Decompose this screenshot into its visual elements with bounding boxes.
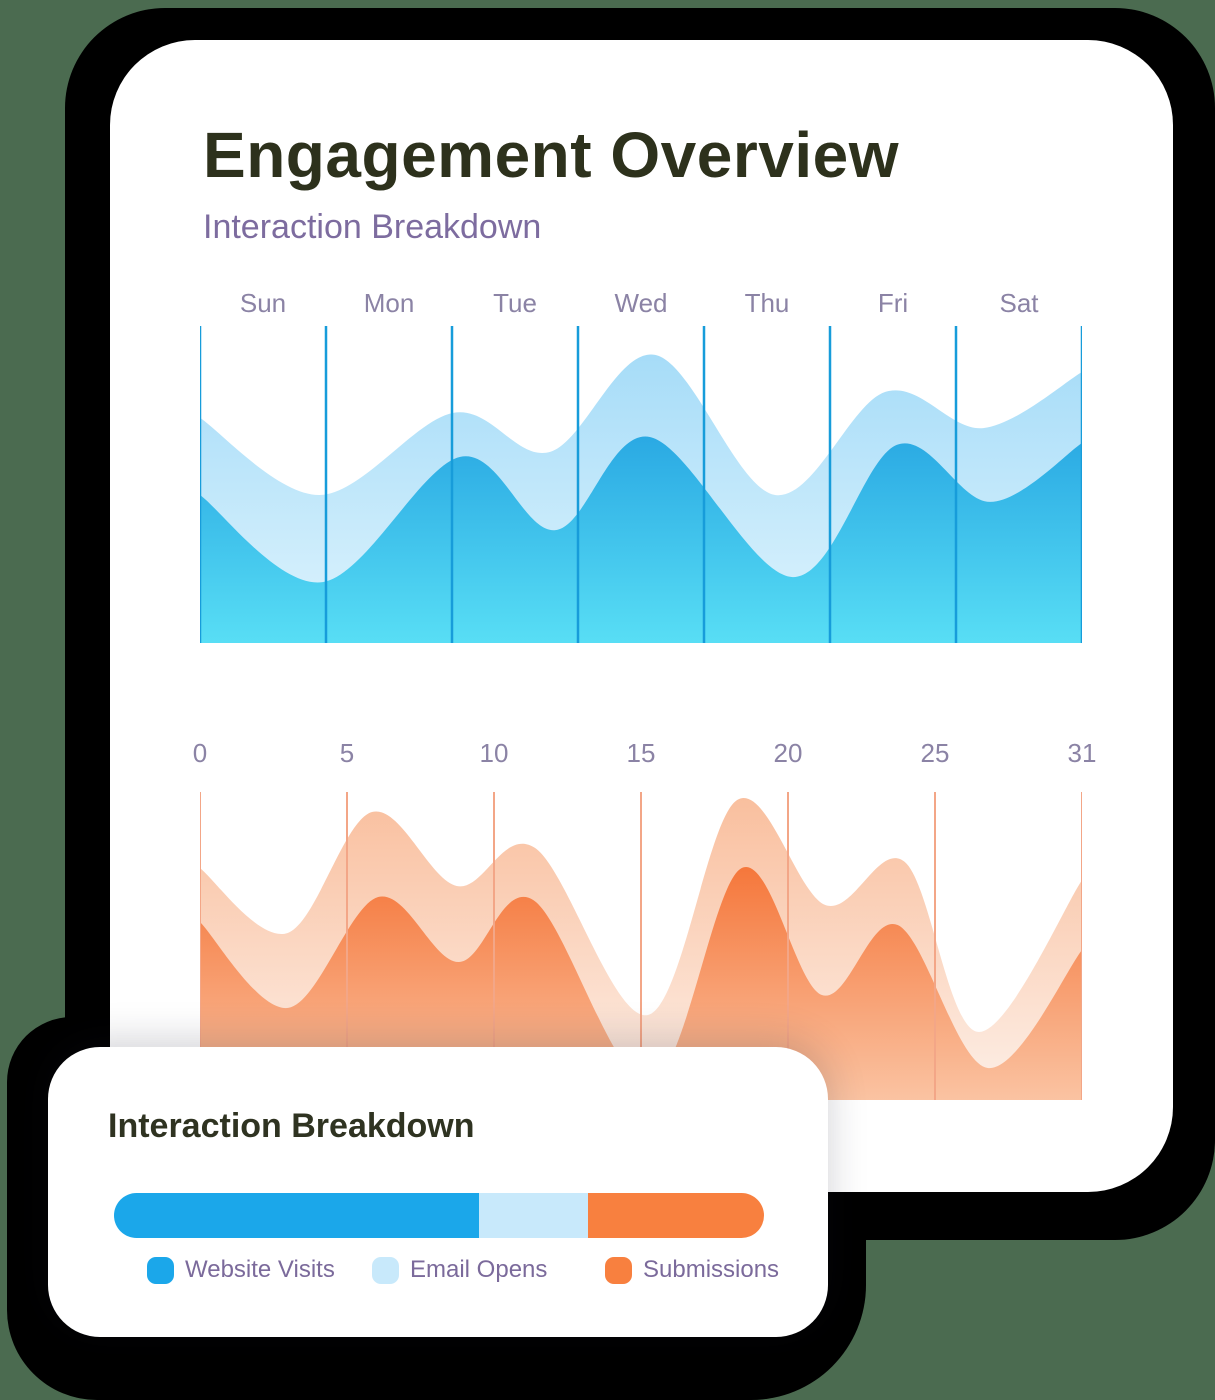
bar-segment-website-visits <box>114 1193 480 1238</box>
area-series-dark <box>200 866 1082 1100</box>
legend-label: Email Opens <box>410 1256 548 1283</box>
bar-segment-email-opens <box>479 1193 589 1238</box>
x-tick-label: Sat <box>999 288 1039 318</box>
x-tick-label: Mon <box>363 288 415 318</box>
legend-item: Website Visits <box>147 1256 335 1284</box>
weekly-engagement-chart: Sun Mon Tue Wed Thu Fri Sat <box>200 288 1082 643</box>
legend-card-title: Interaction Breakdown <box>108 1107 475 1145</box>
legend-item: Email Opens <box>372 1256 547 1284</box>
legend-label: Website Visits <box>185 1256 335 1283</box>
weekly-x-axis: Sun Mon Tue Wed Thu Fri Sat <box>200 288 1082 320</box>
x-tick-label: Tue <box>493 288 537 318</box>
main-card: Engagement Overview Interaction Breakdow… <box>110 40 1173 1192</box>
x-tick-label: Fri <box>877 288 909 318</box>
legend-label: Submissions <box>643 1256 780 1283</box>
monthly-engagement-chart: 0 5 10 15 20 25 31 <box>193 738 1097 1100</box>
area-series-dark <box>200 436 1082 643</box>
x-tick-label: Sun <box>239 288 287 318</box>
x-tick-label: 0 <box>192 738 208 768</box>
weekly-area-plot <box>200 326 1082 643</box>
legend-swatch-icon <box>605 1256 632 1284</box>
x-tick-label: 25 <box>920 738 950 768</box>
legend-swatch-icon <box>147 1256 174 1284</box>
x-tick-label: 20 <box>773 738 803 768</box>
x-tick-label: Thu <box>744 288 790 318</box>
legend-swatch-icon <box>372 1256 399 1284</box>
x-tick-label: 15 <box>626 738 656 768</box>
x-tick-label: 10 <box>479 738 509 768</box>
page-subtitle: Interaction Breakdown <box>203 208 542 246</box>
legend: Website Visits Email Opens Submissions <box>48 1256 828 1296</box>
gridlines <box>200 326 1082 643</box>
legend-card: Interaction Breakdown Website Visits Emai… <box>48 1047 828 1337</box>
stacked-bar <box>114 1193 764 1238</box>
x-tick-label: Wed <box>614 288 668 318</box>
x-tick-label: 5 <box>339 738 355 768</box>
legend-item: Submissions <box>605 1256 779 1284</box>
x-tick-label: 31 <box>1067 738 1097 768</box>
monthly-x-axis: 0 5 10 15 20 25 31 <box>193 738 1097 770</box>
page-title: Engagement Overview <box>203 119 899 191</box>
bar-segment-submissions <box>588 1193 764 1238</box>
